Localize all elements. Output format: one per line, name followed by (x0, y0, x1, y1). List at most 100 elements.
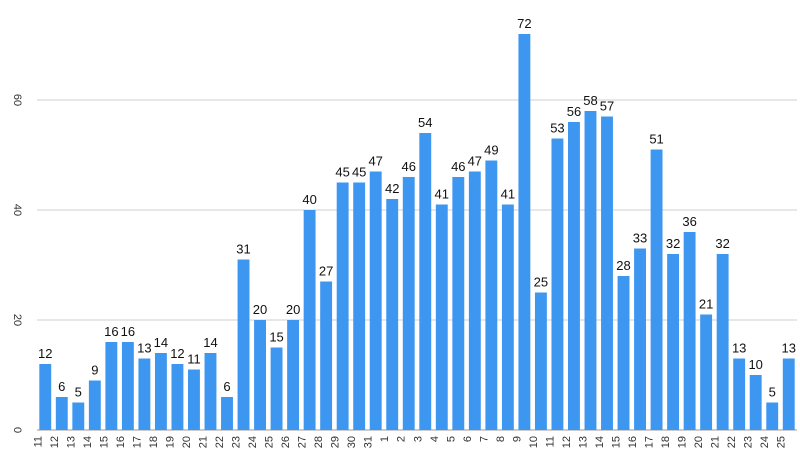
bar (518, 34, 531, 430)
bar (254, 320, 266, 430)
bar-value-label: 16 (104, 324, 118, 339)
bar-value-label: 10 (748, 357, 762, 372)
bar-value-label: 9 (91, 363, 98, 378)
x-tick-label: 8 (495, 436, 507, 442)
x-tick-label: 24 (247, 436, 259, 448)
bar (700, 314, 713, 430)
bar (287, 320, 300, 430)
bar-value-label: 13 (732, 341, 746, 356)
bar-value-label: 45 (352, 165, 366, 180)
x-tick-label: 12 (561, 436, 573, 448)
x-tick-label: 25 (264, 436, 276, 448)
bar-value-label: 40 (302, 192, 316, 207)
bar-value-label: 46 (451, 159, 465, 174)
bar (584, 111, 597, 430)
x-tick-label: 23 (743, 436, 755, 448)
bar-value-label: 13 (782, 341, 796, 356)
x-tick-label: 27 (297, 436, 309, 448)
bar-value-label: 20 (286, 302, 300, 317)
x-tick-label: 19 (164, 436, 176, 448)
bar-value-label: 11 (187, 352, 201, 367)
bar-value-label: 54 (418, 115, 432, 130)
bar (105, 342, 118, 430)
bar-value-label: 41 (501, 187, 515, 202)
bar (237, 259, 250, 430)
x-tick-label: 21 (197, 436, 209, 448)
x-tick-label: 12 (49, 436, 61, 448)
bar (336, 182, 349, 430)
x-tick-label: 4 (429, 436, 441, 442)
bar-value-label: 20 (253, 302, 267, 317)
bar (188, 369, 200, 430)
bar-value-label: 6 (223, 379, 230, 394)
bar-value-label: 28 (616, 258, 630, 273)
x-tick-label: 23 (231, 436, 243, 448)
x-tick-label: 14 (594, 436, 606, 448)
bar-value-label: 42 (385, 181, 399, 196)
bar-value-label: 14 (154, 335, 168, 350)
x-tick-label: 11 (544, 436, 556, 447)
bar-value-label: 27 (319, 264, 333, 279)
bar (782, 358, 795, 430)
x-axis-ticks: 11 12 13 14 15 16 17 18 19 20 21 22 23 24 25 26 27 28 29 30… (32, 436, 787, 448)
bar-value-label: 41 (435, 187, 449, 202)
bar-value-label: 33 (633, 231, 647, 246)
bar-value-label: 46 (402, 159, 416, 174)
bar-value-label: 13 (137, 341, 151, 356)
bar-value-label: 56 (567, 104, 581, 119)
x-tick-label: 17 (131, 436, 143, 448)
y-tick-label: 20 (11, 314, 23, 326)
x-tick-label: 22 (214, 436, 226, 448)
bar (617, 276, 630, 430)
bars (39, 34, 795, 430)
bar-value-label: 32 (666, 236, 680, 251)
bar-value-label: 45 (335, 165, 349, 180)
y-axis-ticks: 0 20 40 60 (11, 94, 23, 433)
bar (501, 204, 514, 430)
bar (88, 380, 101, 430)
x-tick-label: 20 (693, 436, 705, 448)
bar (270, 347, 283, 430)
x-tick-label: 18 (660, 436, 672, 448)
bar (121, 342, 134, 430)
bar (650, 149, 663, 430)
x-tick-label: 26 (280, 436, 292, 448)
bar-value-label: 53 (550, 121, 564, 136)
bar-value-label: 47 (368, 154, 382, 169)
x-tick-label: 13 (577, 436, 589, 448)
bar-value-label: 58 (583, 93, 597, 108)
x-tick-label: 17 (644, 436, 656, 448)
bar-value-label: 47 (468, 154, 482, 169)
x-tick-label: 13 (65, 436, 77, 448)
x-tick-label: 15 (98, 436, 110, 448)
bar (386, 199, 399, 430)
bar (171, 364, 184, 430)
x-tick-label: 10 (528, 436, 540, 448)
bar-value-label: 51 (649, 132, 663, 147)
x-tick-label: 2 (396, 436, 408, 442)
bar (485, 160, 498, 430)
bar-value-label: 12 (170, 346, 184, 361)
bar-value-label: 16 (121, 324, 135, 339)
x-tick-label: 6 (462, 436, 474, 442)
bar (320, 281, 333, 430)
bar (353, 182, 366, 430)
bar-value-label: 15 (269, 330, 283, 345)
x-tick-label: 15 (611, 436, 623, 448)
bar (733, 358, 746, 430)
bar (369, 171, 382, 430)
bar-value-label: 72 (517, 16, 531, 31)
y-tick-label: 0 (11, 427, 23, 433)
x-tick-label: 7 (478, 436, 490, 442)
bar (551, 138, 564, 430)
bar-value-label: 6 (58, 379, 65, 394)
x-tick-label: 5 (445, 436, 457, 442)
bar (303, 210, 316, 430)
bar (749, 375, 762, 430)
bar (221, 397, 233, 430)
x-tick-label: 18 (148, 436, 160, 448)
x-tick-label: 29 (330, 436, 342, 448)
y-tick-label: 60 (11, 94, 23, 106)
bar (204, 353, 217, 430)
